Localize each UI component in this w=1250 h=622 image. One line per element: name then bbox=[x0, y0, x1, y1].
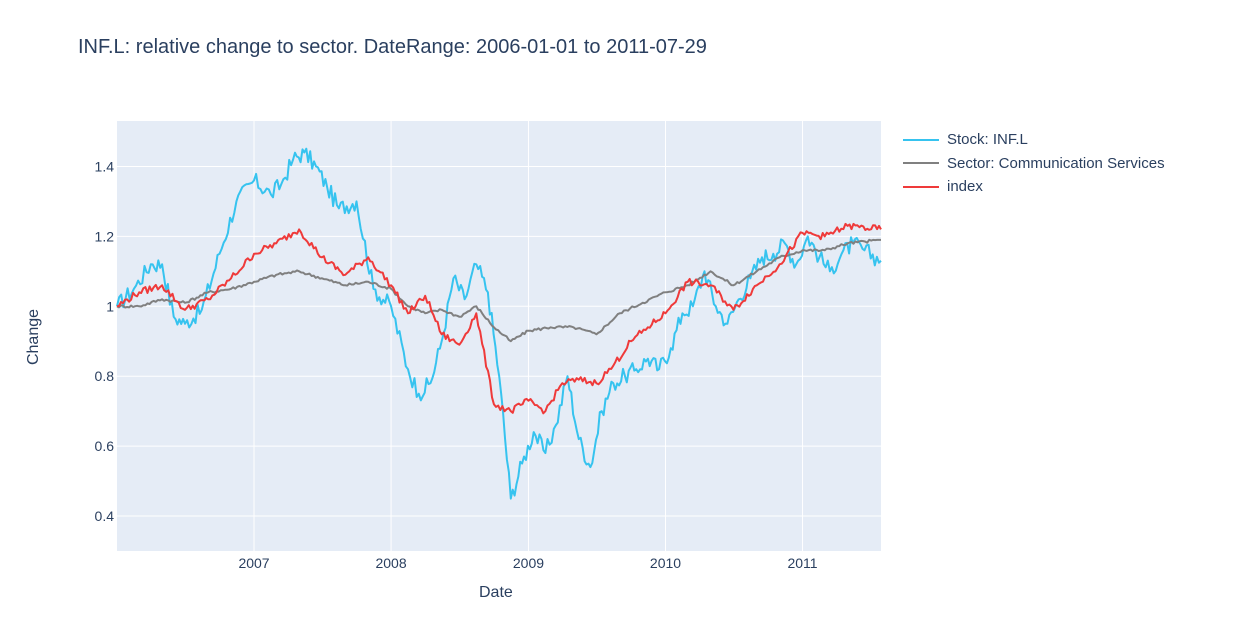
y-tick-label: 0.4 bbox=[95, 508, 115, 524]
legend-item-sector[interactable]: Sector: Communication Services bbox=[903, 152, 1165, 176]
y-tick-label: 1.4 bbox=[95, 158, 115, 174]
y-axis: 0.4 0.6 0.8 1 1.2 1.4 bbox=[95, 158, 115, 524]
x-tick-label: 2010 bbox=[650, 555, 681, 571]
x-tick-label: 2009 bbox=[513, 555, 544, 571]
legend-label-stock: Stock: INF.L bbox=[947, 131, 1028, 149]
y-tick-label: 0.8 bbox=[95, 368, 115, 384]
y-tick-label: 1.2 bbox=[95, 228, 115, 244]
y-tick-label: 1 bbox=[106, 298, 114, 314]
x-axis-title: Date bbox=[479, 584, 513, 601]
series-line-sector bbox=[116, 238, 881, 343]
legend-item-stock[interactable]: Stock: INF.L bbox=[903, 128, 1165, 152]
legend: Stock: INF.L Sector: Communication Servi… bbox=[903, 128, 1165, 199]
series-layer bbox=[116, 147, 882, 500]
legend-label-sector: Sector: Communication Services bbox=[947, 154, 1165, 172]
x-tick-label: 2007 bbox=[238, 555, 269, 571]
legend-label-index: index bbox=[947, 178, 983, 196]
grid-layer bbox=[117, 121, 881, 551]
chart-title: INF.L: relative change to sector. DateRa… bbox=[78, 36, 707, 58]
legend-swatch-stock bbox=[903, 138, 939, 141]
y-tick-label: 0.6 bbox=[95, 438, 115, 454]
series-line-stock bbox=[116, 147, 882, 500]
legend-swatch-index bbox=[903, 185, 939, 188]
legend-item-index[interactable]: index bbox=[903, 175, 1165, 199]
x-tick-label: 2011 bbox=[787, 555, 817, 571]
x-tick-label: 2008 bbox=[375, 555, 406, 571]
series-line-index bbox=[116, 222, 882, 415]
plot-background bbox=[117, 121, 881, 551]
legend-swatch-sector bbox=[903, 162, 939, 165]
y-axis-title: Change bbox=[25, 308, 42, 366]
x-axis: 2007 2008 2009 2010 2011 bbox=[238, 555, 817, 571]
